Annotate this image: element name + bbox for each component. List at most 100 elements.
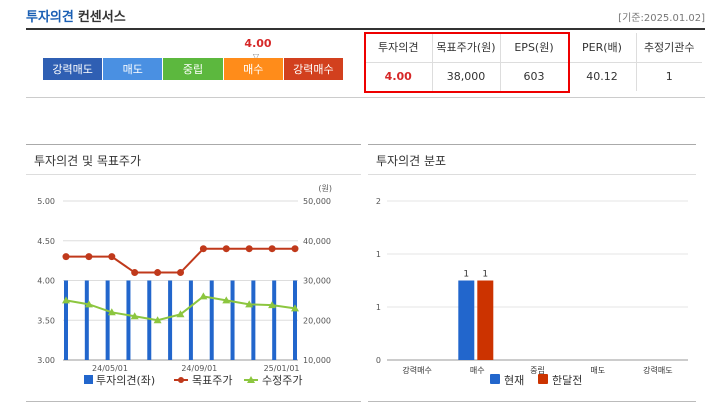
left-panel-title: 투자의견 및 목표주가 xyxy=(34,154,141,168)
target-price-line xyxy=(66,247,295,274)
x-category-label: 강력매수 xyxy=(402,365,431,375)
adjusted-price-point xyxy=(153,316,162,324)
opinion-bar xyxy=(84,280,89,360)
header-analysts: 추정기관수 xyxy=(635,33,702,63)
x-tick-label: 25/01/01 xyxy=(264,364,300,373)
consensus-value-row: 4.00 38,000 603 40.12 1 xyxy=(365,62,702,91)
value-per: 40.12 xyxy=(567,62,636,91)
target-price-point xyxy=(268,245,276,253)
header-opinion: 투자의견 xyxy=(365,33,432,63)
right-panel-bottom xyxy=(368,401,696,402)
adjusted-price-point xyxy=(176,310,185,318)
left-panel-bottom xyxy=(26,401,361,402)
adjusted-price-point xyxy=(268,301,277,309)
target-price-point xyxy=(199,245,207,253)
value-opinion: 4.00 xyxy=(384,70,412,84)
y-tick: 0 xyxy=(376,356,381,365)
opinion-distribution-chart: 1 1 2 1 1 0 강력매수 매수 중립 매도 강력매도 현재 한달전 xyxy=(376,197,688,387)
opinion-bar xyxy=(251,280,256,360)
y-right-tick: 10,000 xyxy=(303,356,331,365)
opinion-bar xyxy=(105,280,110,360)
y-tick: 2 xyxy=(376,197,381,206)
header-divider xyxy=(26,28,705,30)
scale-strong-sell: 강력매도 xyxy=(43,58,103,80)
legend-swatch xyxy=(538,374,548,384)
opinion-bar xyxy=(126,280,131,360)
target-price-point xyxy=(291,245,299,253)
opinion-bar xyxy=(64,280,68,360)
target-price-point xyxy=(177,269,184,277)
bar-data-label: 1 xyxy=(482,270,488,280)
x-tick-label: 24/05/01 xyxy=(92,364,128,373)
opinion-bar xyxy=(188,280,193,360)
opinion-bar xyxy=(168,280,173,360)
opinion-bar xyxy=(293,280,297,360)
target-price-point xyxy=(154,269,162,277)
title-sub: 컨센서스 xyxy=(77,10,126,25)
opinion-target-chart: 5.00 50,000 4.50 40,000 4.00 30,000 3.50 20,000… xyxy=(37,184,332,387)
target-price-point xyxy=(108,253,116,261)
adjusted-price-point xyxy=(107,308,116,316)
value-eps: 603 xyxy=(499,62,568,91)
consensus-table: 투자의견 목표주가(원) EPS(원) PER(배) 추정기관수 4.00 38… xyxy=(365,33,702,91)
y-left-tick: 3.50 xyxy=(37,316,55,325)
consensus-divider xyxy=(26,97,705,98)
y-left-tick: 4.00 xyxy=(37,277,55,286)
x-category-label: 강력매도 xyxy=(643,365,672,375)
y-right-tick: 20,000 xyxy=(303,316,331,325)
opinion-bar xyxy=(230,280,235,360)
right-panel-title-divider xyxy=(368,174,696,175)
header-target-price: 목표주가(원) xyxy=(431,33,500,63)
adjusted-price-point xyxy=(130,312,139,320)
y-left-tick: 4.50 xyxy=(37,237,55,246)
header-per: PER(배) xyxy=(567,33,636,63)
adjusted-price-point xyxy=(62,296,70,304)
opinion-bar xyxy=(147,280,152,360)
adjusted-price-point xyxy=(245,300,254,308)
value-analysts: 1 xyxy=(635,62,702,91)
right-panel-topline xyxy=(368,144,696,145)
scale-hold: 중립 xyxy=(163,58,223,80)
adjusted-price-point xyxy=(291,304,299,312)
scale-buy: 매수 xyxy=(223,58,283,80)
adjusted-price-point xyxy=(84,300,93,308)
y-left-tick: 5.00 xyxy=(37,197,55,206)
opinion-bar xyxy=(209,280,214,360)
legend-label: 목표주가 xyxy=(192,374,232,387)
adjusted-price-point xyxy=(222,296,231,304)
y-right-tick: 50,000 xyxy=(303,197,331,206)
target-price-point xyxy=(85,253,93,261)
legend-label: 한달전 xyxy=(552,374,582,387)
opinion-value: 4.00 xyxy=(244,37,272,50)
legend-triangle xyxy=(247,376,255,383)
distribution-bar xyxy=(458,280,475,360)
legend-label: 현재 xyxy=(504,374,524,387)
bar-data-label: 1 xyxy=(463,270,469,280)
y-right-tick: 40,000 xyxy=(303,237,331,246)
y-tick: 1 xyxy=(376,250,381,259)
legend-swatch xyxy=(490,374,500,384)
y-right-tick: 30,000 xyxy=(303,277,331,286)
x-category-label: 매도 xyxy=(590,366,605,375)
x-tick-label: 24/09/01 xyxy=(181,364,217,373)
target-price-point xyxy=(222,245,230,253)
distribution-bar xyxy=(477,280,494,360)
x-category-label: 매수 xyxy=(470,366,485,375)
scale-sell: 매도 xyxy=(103,58,163,80)
opinion-scale: 강력매도 매도 중립 매수 강력매수 xyxy=(43,58,344,80)
left-panel-title-divider xyxy=(26,174,361,175)
header-eps: EPS(원) xyxy=(499,33,568,63)
legend-label: 투자의견(좌) xyxy=(96,374,155,387)
consensus-header-row: 투자의견 목표주가(원) EPS(원) PER(배) 추정기관수 xyxy=(365,33,702,63)
x-category-label: 중립 xyxy=(530,366,545,375)
page-title: 투자의견 컨센서스 xyxy=(26,6,126,25)
y-tick: 1 xyxy=(376,303,381,312)
scale-strong-buy: 강력매수 xyxy=(283,58,344,80)
target-price-point xyxy=(131,269,139,277)
y-left-tick: 3.00 xyxy=(37,356,55,365)
y-right-unit: (원) xyxy=(318,184,332,193)
title-main: 투자의견 xyxy=(26,10,74,25)
left-panel-topline xyxy=(26,144,361,145)
opinion-bar xyxy=(272,280,277,360)
legend-label: 수정주가 xyxy=(262,374,302,387)
